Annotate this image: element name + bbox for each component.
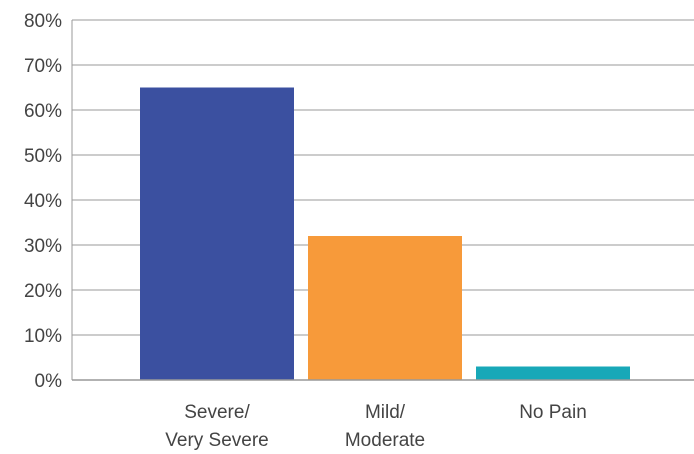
bar-2	[476, 366, 630, 380]
y-axis-tick-labels: 0% 10% 20% 30% 40% 50% 60% 70% 80%	[24, 11, 62, 392]
y-tick-label: 60%	[24, 101, 62, 122]
y-tick-label: 70%	[24, 56, 62, 77]
y-tick-label: 10%	[24, 326, 62, 347]
x-category-label: No Pain	[519, 402, 587, 423]
y-tick-label: 40%	[24, 191, 62, 212]
bars	[140, 87, 630, 380]
x-category-label: Severe/Very Severe	[165, 402, 269, 451]
y-tick-label: 50%	[24, 146, 62, 167]
y-tick-label: 80%	[24, 11, 62, 32]
x-axis-category-labels: Severe/Very Severe Mild/Moderate No Pain	[165, 402, 587, 451]
x-category-label: Mild/Moderate	[345, 402, 425, 451]
y-tick-label: 0%	[35, 371, 63, 392]
bar-0	[140, 87, 294, 380]
y-tick-label: 30%	[24, 236, 62, 257]
y-tick-label: 20%	[24, 281, 62, 302]
bar-1	[308, 236, 462, 380]
